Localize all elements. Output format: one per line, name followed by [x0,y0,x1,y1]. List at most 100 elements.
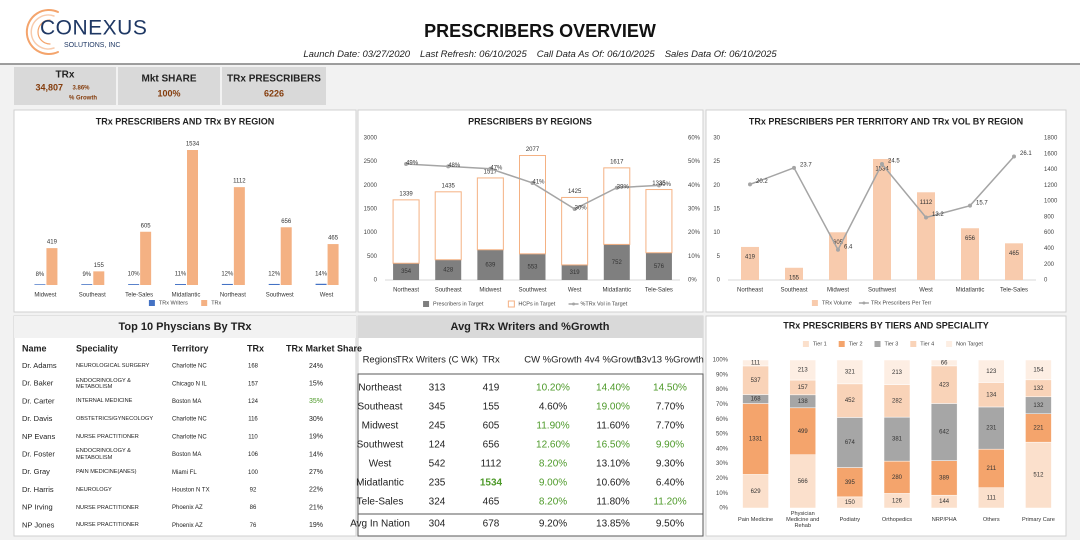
bar [435,259,462,280]
legend-marker [874,341,881,347]
data-label: 39% [617,184,630,190]
bar [221,283,233,285]
x-tick-label: Primary Care [1021,516,1055,523]
table-cell: Dr. Baker [22,379,54,388]
bar [393,263,420,280]
data-label: 157 [798,385,809,391]
legend-label: Tier 3 [885,341,899,347]
table-cell: 8.20% [539,459,567,470]
y-tick-label: 500 [367,254,378,260]
table-cell: Dr. Davis [22,414,53,423]
table-cell: 16.50% [596,440,630,451]
y-tick-label: 200 [1044,262,1055,268]
bar-segment [930,365,958,404]
y-tick-label: 1800 [1044,136,1058,142]
table-cell: 605 [483,421,500,432]
table-cell: NP Evans [22,432,55,441]
table-cell: 124 [248,399,259,405]
table-cell: 35% [309,398,323,405]
data-label: 282 [892,398,903,404]
line-point [530,180,535,185]
bar-segment [1025,441,1052,509]
table-cell: 10.20% [536,383,570,394]
kpi-growth-label: % Growth [69,96,97,102]
y-tick-label: 5 [717,254,721,260]
bar [392,199,420,264]
bar [645,252,672,280]
table-header: Name [22,343,47,353]
bar [175,284,186,285]
panel [13,315,357,537]
line-point [614,185,619,190]
line-point [924,215,928,220]
y-tick-label: 90% [716,372,729,378]
y-tick-label: 400 [1044,246,1055,252]
y-tick-label: 70% [716,402,729,408]
data-label: 6.4 [844,244,853,250]
table-header: Regions [363,355,398,366]
data-label: 605 [141,223,152,229]
y-tick-label: 80% [716,387,729,393]
bar [327,244,339,285]
table-cell: 9.90% [656,440,684,451]
table-cell: 1112 [481,459,502,470]
line-point [404,162,409,167]
table-header: TRx Writers (C Wk) [396,355,478,366]
kpi-box [222,67,326,105]
data-label: 213 [892,370,903,376]
data-label: 419 [47,240,58,246]
table-cell: PAIN MEDICINE(ANES) [76,469,137,475]
table-cell: NURSE PRACTITIONER [76,433,139,440]
y-tick-label: 10% [688,254,701,260]
table-cell: Dr. Harris [22,485,54,494]
y-tick-label: 20 [713,183,720,189]
bar [315,283,327,285]
table-cell: NP Jones [22,520,55,529]
chart-title: TRx PRESCRIBERS PER TERRITORY AND TRx VO… [749,116,1023,126]
table-cell: INTERNAL MEDICINE [76,398,132,404]
table-cell: NURSE PRACTITIONER [76,505,139,511]
bar [741,246,759,280]
x-tick-label: Others [982,516,1000,523]
bar [785,267,803,280]
data-label: 8% [36,272,45,278]
table-cell: Avg In Nation [350,519,410,530]
data-label: 14% [315,271,328,277]
line-point [446,164,451,169]
data-label: 419 [745,255,756,261]
table-cell: 30% [309,416,323,423]
panel [357,315,704,537]
bar-segment [789,407,816,455]
legend-label: Tier 4 [920,341,934,347]
table-cell: 245 [429,421,446,432]
table-cell: 11.90% [536,421,569,432]
table-header: TRx [247,343,264,353]
line-point [488,166,493,171]
bar [34,284,46,285]
data-label: 465 [1009,251,1020,257]
data-label: 126 [892,498,903,504]
panel-header [358,316,703,338]
table-cell: Charlotte NC [172,434,207,440]
table-cell: ENDOCRINOLOGY & METABOLISM [76,377,131,390]
data-label: 9% [82,272,91,278]
table-cell: 116 [248,417,258,423]
date-item: Last Refresh: 06/10/2025 [420,49,527,60]
x-tick-label: Pain Medicine [738,517,773,523]
x-tick-label: Southeast [79,293,106,299]
y-tick-label: 0% [719,506,728,512]
data-label: 1534 [186,142,200,148]
table-cell: 7.70% [656,402,684,413]
table-cell: Phoenix AZ [172,523,203,529]
x-tick-label: Others [982,516,1000,523]
table-cell: Southeast [357,402,402,413]
kpi-label: Mkt SHARE [141,74,196,85]
x-tick-label: NRP/PHA [932,517,957,523]
legend-marker [862,301,866,305]
data-label: 1425 [568,189,582,195]
table-cell: 304 [429,519,446,530]
x-tick-label: Midatlantic [172,293,201,299]
table-cell: 6.40% [656,478,684,489]
data-label: 132 [1033,403,1044,409]
table-cell: 9.20% [539,519,567,530]
